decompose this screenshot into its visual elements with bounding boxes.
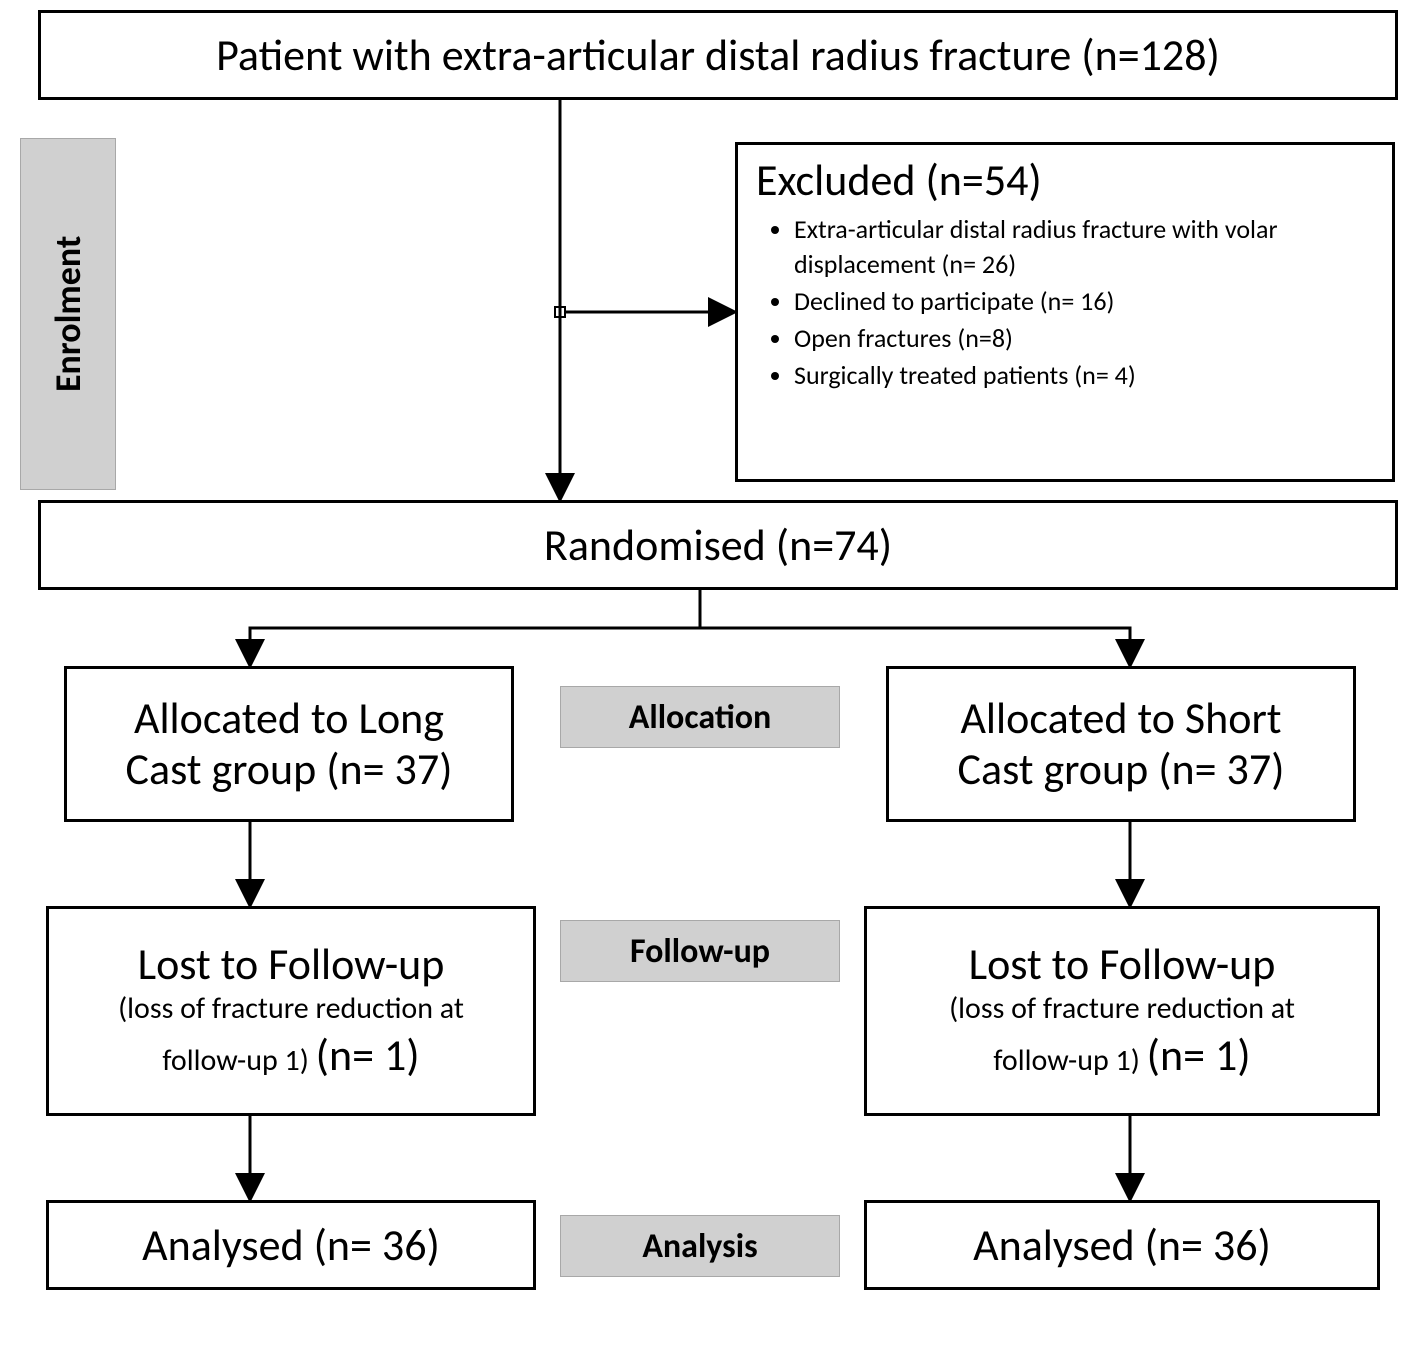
node-line: follow-up 1) (n= 1) (67, 1028, 515, 1083)
node-content: Excluded (n=54) Extra-articular distal ra… (756, 155, 1374, 395)
phase-label-enrolment: Enrolment (20, 138, 116, 490)
phase-label-allocation: Allocation (560, 686, 840, 748)
node-alloc_long: Allocated to LongCast group (n= 37) (64, 666, 514, 822)
node-analysed_short: Analysed (n= 36) (864, 1200, 1380, 1290)
flowchart-canvas: Enrolment Allocation Follow-up Analysis Pati… (0, 0, 1418, 1360)
node-line: Analysed (n= 36) (67, 1220, 515, 1271)
bullet-item: Surgically treated patients (n= 4) (794, 358, 1374, 393)
node-content: Patient with extra-articular distal radi… (59, 30, 1377, 81)
node-line: Lost to Follow-up (885, 939, 1359, 990)
node-title: Excluded (n=54) (756, 155, 1374, 206)
edge-start-excluded (560, 100, 735, 312)
node-content: Analysed (n= 36) (67, 1220, 515, 1271)
bullet-list: Extra-articular distal radius fracture w… (756, 212, 1374, 393)
bullet-item: Declined to participate (n= 16) (794, 284, 1374, 319)
node-content: Lost to Follow-up(loss of fracture reduc… (67, 939, 515, 1082)
node-lost_short: Lost to Follow-up(loss of fracture reduc… (864, 906, 1380, 1116)
node-content: Lost to Follow-up(loss of fracture reduc… (885, 939, 1359, 1082)
node-line: Allocated to Long (85, 693, 493, 744)
bullet-item: Open fractures (n=8) (794, 321, 1374, 356)
node-line: Randomised (n=74) (59, 520, 1377, 571)
node-start: Patient with extra-articular distal radi… (38, 10, 1398, 100)
node-line: Allocated to Short (907, 693, 1335, 744)
node-content: Allocated to ShortCast group (n= 37) (907, 693, 1335, 794)
node-line: Lost to Follow-up (67, 939, 515, 990)
node-content: Analysed (n= 36) (885, 1220, 1359, 1271)
node-lost_long: Lost to Follow-up(loss of fracture reduc… (46, 906, 536, 1116)
node-excluded: Excluded (n=54) Extra-articular distal ra… (735, 142, 1395, 482)
right-angle-marker (555, 307, 565, 317)
node-content: Randomised (n=74) (59, 520, 1377, 571)
node-line: (loss of fracture reduction at (67, 990, 515, 1028)
node-line: Patient with extra-articular distal radi… (59, 30, 1377, 81)
phase-label-text: Analysis (642, 1226, 757, 1267)
node-line: Cast group (n= 37) (907, 744, 1335, 795)
node-content: Allocated to LongCast group (n= 37) (85, 693, 493, 794)
node-line: follow-up 1) (n= 1) (885, 1028, 1359, 1083)
node-randomised: Randomised (n=74) (38, 500, 1398, 590)
node-analysed_long: Analysed (n= 36) (46, 1200, 536, 1290)
bullet-item: Extra-articular distal radius fracture w… (794, 212, 1374, 282)
phase-label-text: Allocation (629, 697, 772, 738)
phase-label-analysis: Analysis (560, 1215, 840, 1277)
node-line: Cast group (n= 37) (85, 744, 493, 795)
edge-randomised-alloc_long (250, 590, 700, 666)
node-alloc_short: Allocated to ShortCast group (n= 37) (886, 666, 1356, 822)
phase-label-text: Enrolment (46, 236, 90, 392)
edge-randomised-alloc_short (700, 590, 1130, 666)
node-line: Analysed (n= 36) (885, 1220, 1359, 1271)
node-line: (loss of fracture reduction at (885, 990, 1359, 1028)
phase-label-followup: Follow-up (560, 920, 840, 982)
phase-label-text: Follow-up (630, 931, 770, 972)
